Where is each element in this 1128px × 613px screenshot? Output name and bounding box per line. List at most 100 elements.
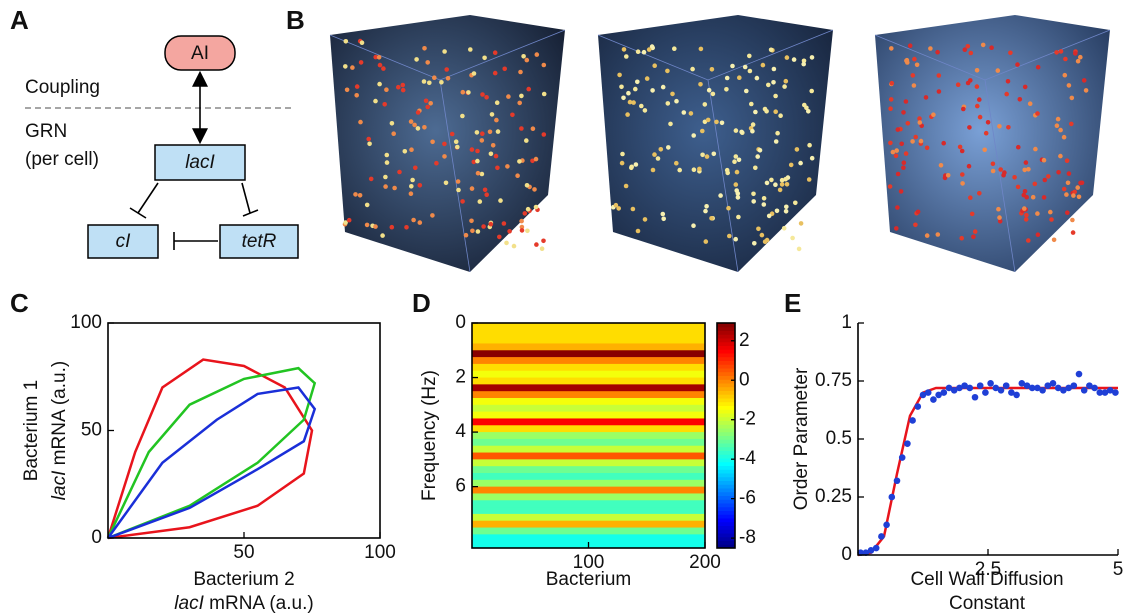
cell-dot: [1063, 56, 1068, 62]
heat-row: [472, 493, 705, 501]
point: [1049, 380, 1057, 387]
cell-dot: [415, 110, 421, 115]
point: [935, 391, 942, 399]
cell-dot: [515, 173, 520, 178]
point: [888, 493, 896, 501]
cell-dot: [697, 166, 702, 172]
point: [1054, 384, 1062, 392]
colorbar-step: [717, 345, 735, 350]
cell-dot: [809, 55, 815, 60]
cell-dot: [732, 159, 737, 164]
cell-dot: [630, 206, 636, 212]
layer-label: GRN: [25, 121, 67, 142]
cell-dot: [479, 171, 485, 177]
cell-dot: [690, 66, 695, 72]
point: [872, 544, 880, 552]
point: [1018, 380, 1026, 387]
cell-dot: [1054, 123, 1060, 128]
cell-dot: [364, 202, 370, 208]
cell-dot: [505, 164, 510, 169]
cell-dot: [506, 94, 511, 99]
cell-dot: [1023, 160, 1029, 165]
cell-dot: [541, 62, 547, 68]
cell-dot: [733, 154, 739, 159]
colorbar-step: [717, 364, 735, 369]
cell-dot: [507, 229, 512, 234]
cell-dot: [784, 204, 789, 210]
heat-row: [472, 411, 705, 419]
cell-dot: [714, 119, 719, 125]
cell-dot: [677, 167, 682, 173]
cell-dot: [1066, 171, 1072, 176]
point: [1034, 384, 1041, 392]
cell-dot: [700, 152, 705, 158]
cell-dot: [616, 206, 621, 211]
cell-dot: [762, 106, 768, 112]
cell-dot: [774, 208, 780, 214]
cell-dot: [733, 128, 739, 133]
cell-dot: [650, 88, 655, 93]
cell-dot: [913, 134, 918, 140]
cell-dot: [938, 163, 944, 168]
colorbar-step: [717, 413, 735, 418]
cycle-line: [106, 386, 317, 540]
cycle-line: [106, 366, 317, 540]
cell-dot: [804, 105, 809, 111]
cell-dot: [484, 95, 489, 100]
cell-dot: [982, 147, 987, 153]
cell-dot: [625, 112, 630, 117]
cell-dot: [760, 62, 766, 68]
cell-dot: [709, 216, 714, 221]
cell-dot: [899, 141, 904, 147]
cell-dot: [463, 232, 469, 238]
colorbar-step: [717, 368, 735, 373]
cell-dot: [617, 72, 622, 78]
panel-label: A: [10, 5, 29, 35]
cell-dot: [442, 154, 447, 159]
cell-dot: [660, 84, 666, 90]
y-tick-label: 0: [91, 527, 102, 548]
cell-dot: [801, 58, 807, 64]
cell-dot: [969, 211, 975, 217]
cell-dot: [761, 196, 767, 201]
cell-dot: [796, 246, 802, 252]
colorbar-step: [717, 326, 735, 331]
cell-dot: [750, 128, 755, 134]
cell-dot: [423, 98, 429, 104]
cell-dot: [923, 95, 929, 100]
colorbar-step: [717, 356, 735, 361]
cell-dot: [517, 100, 522, 106]
cell-dot: [888, 140, 893, 146]
cell-dot: [621, 47, 627, 52]
cell-dot: [971, 234, 976, 240]
cell-dot: [517, 159, 522, 164]
cell-dot: [624, 54, 629, 59]
cell-dot: [1075, 58, 1081, 64]
heat-row: [472, 527, 705, 535]
cell-dot: [735, 195, 741, 200]
cell-dot: [479, 138, 485, 143]
cell-dot: [635, 228, 641, 234]
cell-dot: [1079, 180, 1085, 186]
cell-dot: [430, 213, 435, 218]
cell-dot: [412, 122, 417, 128]
cell-dot: [344, 87, 350, 93]
cell-dot: [427, 80, 432, 86]
point: [945, 384, 953, 392]
cell-dot: [633, 86, 638, 92]
cell-dot: [376, 55, 382, 60]
colorbar-step: [717, 435, 735, 440]
cell-dot: [726, 205, 731, 211]
cell-dot: [417, 183, 423, 188]
colorbar-step: [717, 491, 735, 496]
cell-dot: [469, 147, 475, 152]
cell-dot: [1035, 64, 1041, 70]
cell-dot: [497, 234, 502, 240]
cell-dot: [641, 49, 647, 55]
cell-dot: [384, 152, 390, 158]
cell-dot: [983, 130, 989, 136]
cell-dot: [779, 182, 785, 187]
cell-dot: [674, 98, 679, 104]
cell-dot: [806, 109, 811, 114]
cell-dot: [1064, 158, 1070, 163]
